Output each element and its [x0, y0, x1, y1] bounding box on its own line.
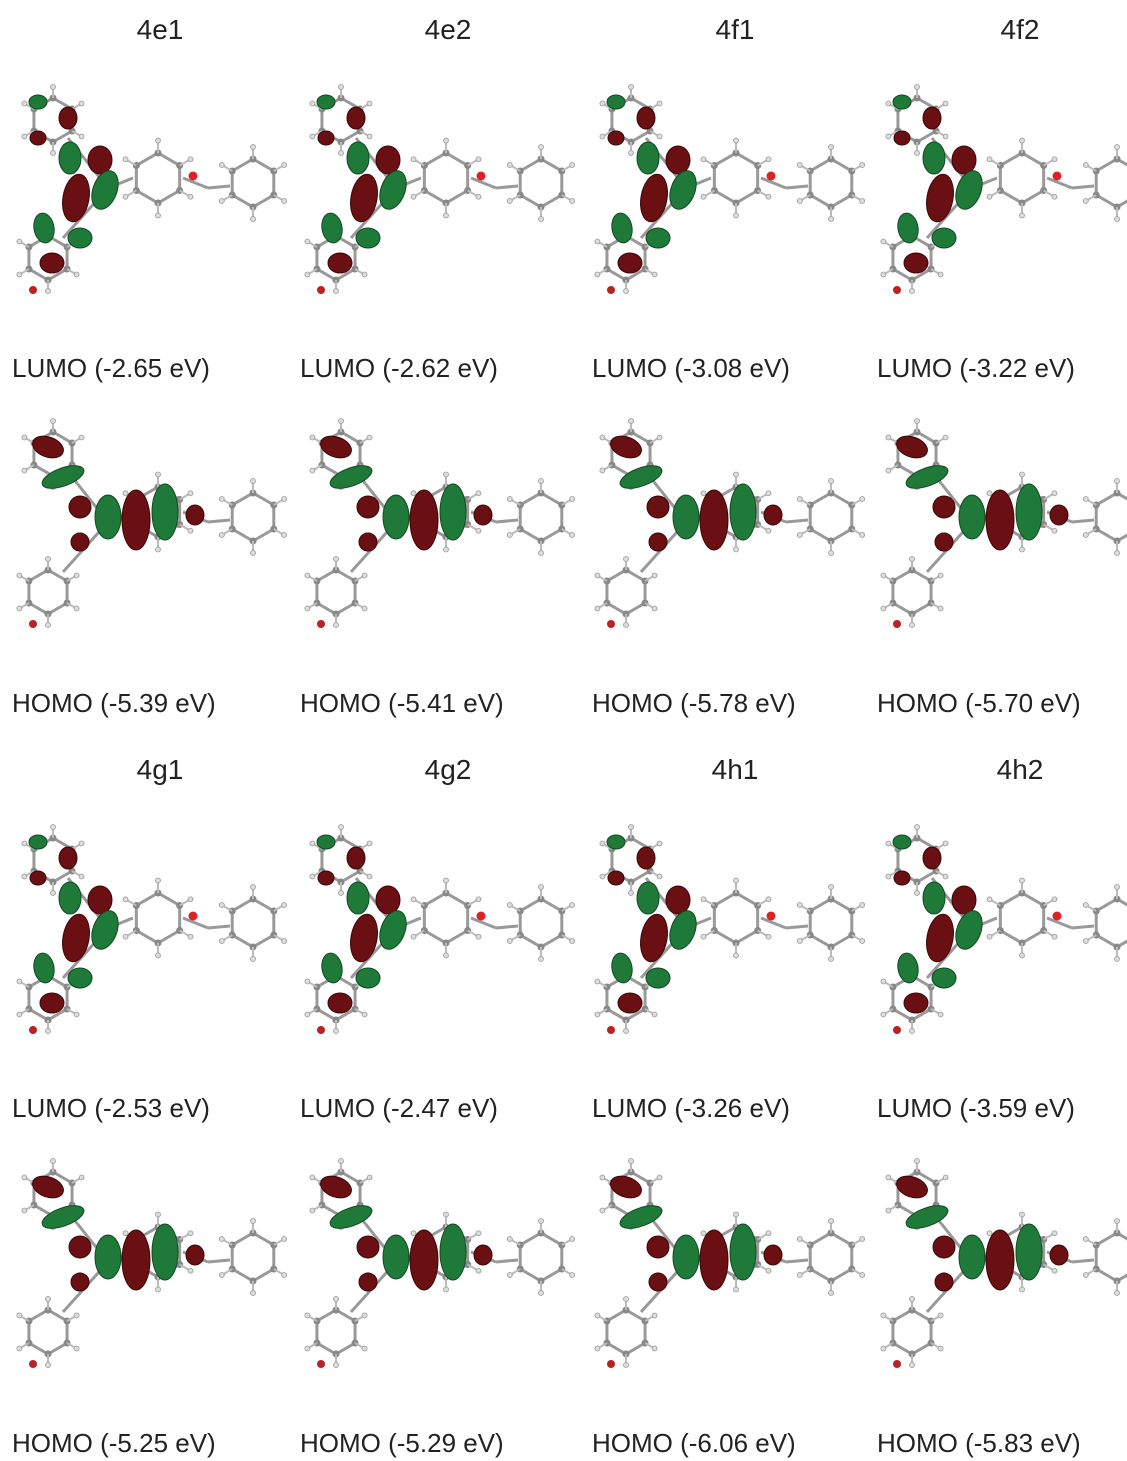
lumo-label: LUMO (-3.26 eV) — [592, 1095, 790, 1121]
lumo-orbital-image — [8, 78, 288, 318]
figure: 4e1 LUMO (-2.65 eV) HOMO (-5.39 eV) 4e2 LUMO… — [0, 0, 1127, 1461]
lumo-label: LUMO (-2.62 eV) — [300, 355, 498, 381]
lumo-orbital-image — [8, 818, 288, 1058]
compound-name: 4h2 — [997, 756, 1044, 784]
homo-orbital-image — [872, 1152, 1127, 1392]
lumo-orbital-image — [872, 818, 1127, 1058]
lumo-label: LUMO (-3.08 eV) — [592, 355, 790, 381]
compound-name: 4e1 — [137, 16, 184, 44]
lumo-orbital-image — [872, 78, 1127, 318]
homo-label: HOMO (-5.41 eV) — [300, 690, 504, 716]
homo-label: HOMO (-5.78 eV) — [592, 690, 796, 716]
homo-label: HOMO (-5.25 eV) — [12, 1430, 216, 1456]
compound-name: 4h1 — [712, 756, 759, 784]
lumo-label: LUMO (-2.53 eV) — [12, 1095, 210, 1121]
homo-orbital-image — [8, 412, 288, 652]
homo-orbital-image — [586, 1152, 866, 1392]
homo-orbital-image — [296, 412, 576, 652]
lumo-orbital-image — [296, 818, 576, 1058]
compound-name: 4e2 — [425, 16, 472, 44]
compound-name: 4f1 — [716, 16, 755, 44]
homo-label: HOMO (-5.39 eV) — [12, 690, 216, 716]
homo-label: HOMO (-5.70 eV) — [877, 690, 1081, 716]
homo-orbital-image — [296, 1152, 576, 1392]
lumo-label: LUMO (-2.65 eV) — [12, 355, 210, 381]
homo-label: HOMO (-6.06 eV) — [592, 1430, 796, 1456]
compound-name: 4g2 — [425, 756, 472, 784]
compound-name: 4f2 — [1001, 16, 1040, 44]
lumo-orbital-image — [296, 78, 576, 318]
lumo-label: LUMO (-2.47 eV) — [300, 1095, 498, 1121]
homo-label: HOMO (-5.83 eV) — [877, 1430, 1081, 1456]
homo-orbital-image — [586, 412, 866, 652]
lumo-label: LUMO (-3.59 eV) — [877, 1095, 1075, 1121]
homo-orbital-image — [8, 1152, 288, 1392]
lumo-orbital-image — [586, 78, 866, 318]
homo-label: HOMO (-5.29 eV) — [300, 1430, 504, 1456]
lumo-orbital-image — [586, 818, 866, 1058]
lumo-label: LUMO (-3.22 eV) — [877, 355, 1075, 381]
homo-orbital-image — [872, 412, 1127, 652]
compound-name: 4g1 — [137, 756, 184, 784]
